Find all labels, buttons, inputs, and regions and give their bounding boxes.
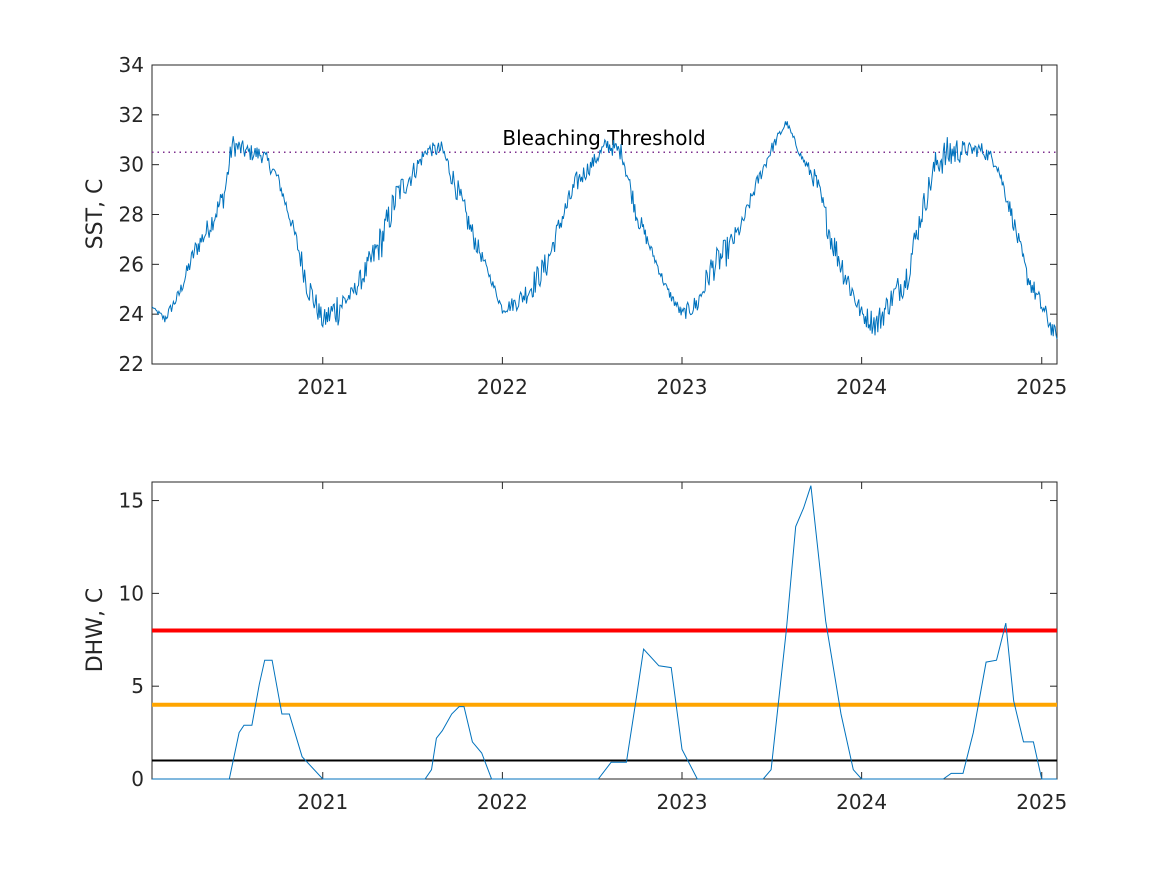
sst-panel: 22 24 26 28 30 32 34 2021 2022 2023 2024 2025 Blea… xyxy=(83,53,1067,399)
x-tick-label: 2024 xyxy=(836,375,887,399)
sst-x-ticks: 2021 2022 2023 2024 2025 xyxy=(297,65,1067,399)
dhw-y-axis-label: DHW, C xyxy=(83,588,108,673)
x-tick-label: 2021 xyxy=(297,375,348,399)
y-tick-label: 15 xyxy=(119,489,144,513)
y-tick-label: 26 xyxy=(119,252,144,276)
x-tick-label: 2024 xyxy=(836,790,887,814)
sst-y-ticks: 22 24 26 28 30 32 34 xyxy=(119,53,1057,376)
x-tick-label: 2022 xyxy=(477,790,528,814)
sst-axes-box xyxy=(151,64,1058,365)
x-tick-label: 2025 xyxy=(1016,375,1067,399)
x-tick-label: 2023 xyxy=(657,375,708,399)
y-tick-label: 24 xyxy=(119,302,144,326)
dhw-series-line xyxy=(152,485,1057,780)
dhw-x-ticks: 2021 2022 2023 2024 2025 xyxy=(297,482,1067,814)
y-tick-label: 22 xyxy=(119,352,144,376)
sst-series-line xyxy=(151,121,1058,340)
y-tick-label: 34 xyxy=(119,53,144,77)
y-tick-label: 30 xyxy=(119,153,144,177)
x-tick-label: 2023 xyxy=(657,790,708,814)
x-tick-label: 2025 xyxy=(1016,790,1067,814)
bleaching-threshold-label: Bleaching Threshold xyxy=(502,126,705,150)
sst-y-axis-label: SST, C xyxy=(83,179,108,250)
x-tick-label: 2021 xyxy=(297,790,348,814)
y-tick-label: 28 xyxy=(119,203,144,227)
x-tick-label: 2022 xyxy=(477,375,528,399)
y-tick-label: 5 xyxy=(131,674,144,698)
dhw-panel: 0 5 10 15 2021 2022 2023 2024 2025 DHW, C xyxy=(83,481,1067,814)
y-tick-label: 32 xyxy=(119,103,144,127)
y-tick-label: 0 xyxy=(131,767,144,791)
y-tick-label: 10 xyxy=(119,581,144,605)
